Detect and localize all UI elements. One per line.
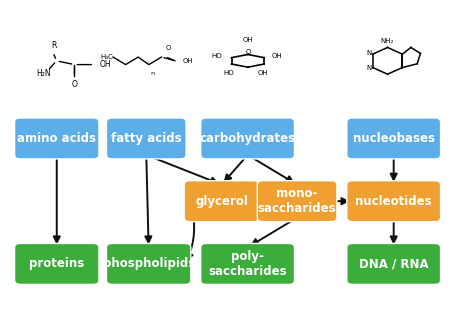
Text: H₃C: H₃C [100, 54, 113, 60]
FancyBboxPatch shape [15, 243, 99, 284]
Text: fatty acids: fatty acids [111, 132, 182, 145]
FancyBboxPatch shape [257, 181, 337, 222]
Text: carbohydrates: carbohydrates [200, 132, 296, 145]
Text: mono-
saccharides: mono- saccharides [258, 187, 337, 215]
Text: HO: HO [223, 70, 234, 76]
Text: phospholipids: phospholipids [102, 257, 195, 270]
Text: n: n [150, 71, 155, 76]
Text: O: O [245, 49, 251, 55]
FancyBboxPatch shape [347, 243, 440, 284]
Text: N: N [366, 50, 372, 56]
Text: NH₂: NH₂ [381, 38, 394, 44]
Text: HO: HO [211, 53, 222, 59]
Text: amino acids: amino acids [17, 132, 96, 145]
FancyBboxPatch shape [107, 118, 186, 159]
Text: R: R [51, 41, 56, 50]
Text: glycerol: glycerol [195, 195, 248, 208]
Text: H₂N: H₂N [36, 69, 51, 78]
Text: nucleotides: nucleotides [356, 195, 432, 208]
Text: nucleobases: nucleobases [353, 132, 435, 145]
FancyBboxPatch shape [347, 181, 440, 222]
Text: DNA / RNA: DNA / RNA [359, 257, 428, 270]
Text: O: O [72, 80, 77, 89]
FancyBboxPatch shape [201, 118, 294, 159]
Text: OH: OH [243, 38, 253, 44]
Text: poly-
saccharides: poly- saccharides [208, 250, 287, 278]
Text: proteins: proteins [29, 257, 84, 270]
Text: OH: OH [100, 60, 111, 69]
Text: OH: OH [183, 58, 193, 64]
FancyBboxPatch shape [107, 243, 191, 284]
Text: OH: OH [272, 53, 282, 59]
Text: OH: OH [257, 70, 268, 76]
Text: O: O [166, 45, 171, 51]
FancyBboxPatch shape [184, 181, 259, 222]
Text: N: N [366, 65, 372, 71]
FancyBboxPatch shape [347, 118, 440, 159]
FancyBboxPatch shape [201, 243, 294, 284]
FancyBboxPatch shape [15, 118, 99, 159]
